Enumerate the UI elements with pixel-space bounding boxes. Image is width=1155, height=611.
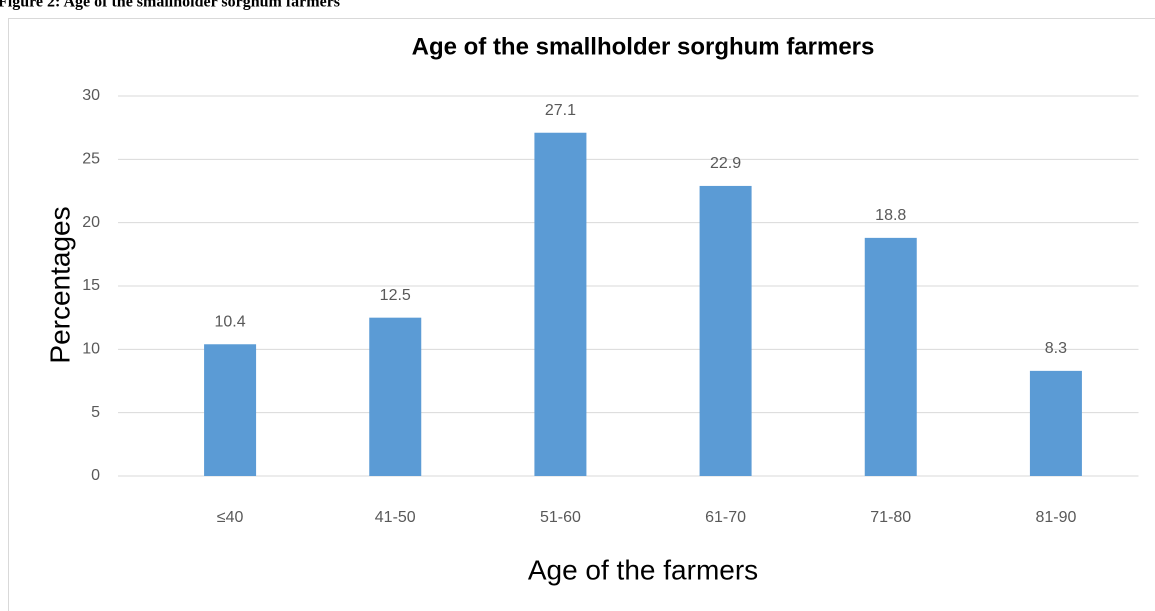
bar <box>699 185 752 476</box>
data-label: 22.9 <box>710 155 741 172</box>
y-tick-label: 10 <box>82 341 100 358</box>
data-label: 12.5 <box>380 287 411 304</box>
y-tick-label: 0 <box>91 467 100 484</box>
data-label: 27.1 <box>545 102 576 119</box>
y-axis-label: Percentages <box>44 206 75 363</box>
data-label: 18.8 <box>875 207 906 224</box>
y-tick-label: 25 <box>82 151 100 168</box>
x-tick-label: 81-90 <box>1035 509 1076 526</box>
y-tick-label: 20 <box>82 214 100 231</box>
data-label: 10.4 <box>215 313 246 330</box>
chart-border <box>8 18 1155 611</box>
y-tick-label: 15 <box>82 277 100 294</box>
x-tick-label: ≤40 <box>217 509 244 526</box>
x-tick-label: 61-70 <box>705 509 746 526</box>
chart-title: Age of the smallholder sorghum farmers <box>412 33 875 60</box>
data-label: 8.3 <box>1045 340 1067 357</box>
x-tick-label: 41-50 <box>375 509 416 526</box>
bar <box>204 344 257 476</box>
bar <box>864 237 917 476</box>
bar <box>369 317 422 476</box>
bar <box>1029 370 1082 476</box>
y-tick-label: 30 <box>82 87 100 104</box>
bar <box>534 132 587 476</box>
x-tick-label: 71-80 <box>870 509 911 526</box>
figure-caption: Figure 2: Age of the smallholder sorghum… <box>0 0 340 11</box>
x-tick-label: 51-60 <box>540 509 581 526</box>
y-tick-label: 5 <box>91 404 100 421</box>
x-axis-label: Age of the farmers <box>528 554 758 585</box>
